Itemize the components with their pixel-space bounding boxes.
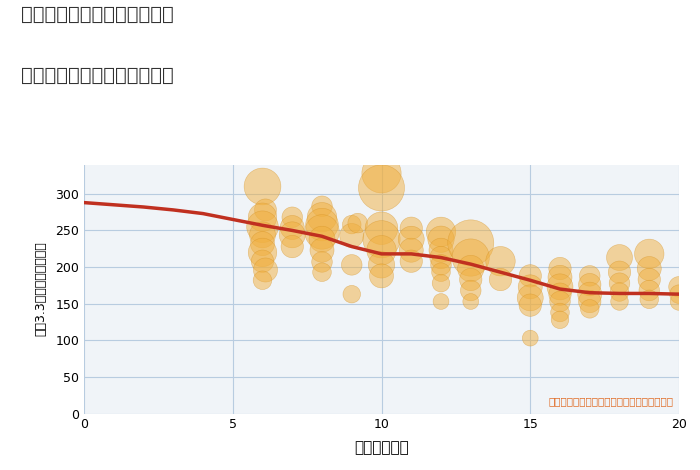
Point (257, 258, 268, 265)
Point (644, 265, 655, 272)
Point (614, 268, 625, 276)
Point (316, 235, 328, 243)
Point (525, 334, 536, 342)
Point (465, 287, 476, 294)
Point (465, 254, 476, 261)
Point (287, 231, 298, 239)
Point (465, 239, 476, 247)
Point (435, 261, 447, 269)
Point (406, 246, 417, 254)
Point (406, 258, 417, 265)
Point (435, 254, 447, 261)
Point (644, 250, 655, 258)
Text: 神奈川県横浜市中区新山下の: 神奈川県横浜市中区新山下の (21, 5, 174, 24)
Point (614, 280, 625, 287)
Point (584, 281, 595, 289)
Point (644, 287, 655, 294)
Point (376, 235, 387, 243)
Point (316, 246, 328, 254)
Point (673, 290, 685, 298)
Point (584, 272, 595, 280)
Point (257, 231, 268, 239)
Point (435, 280, 447, 287)
Point (435, 298, 447, 306)
Point (435, 228, 447, 235)
Point (260, 266, 271, 274)
Point (257, 276, 268, 284)
Point (435, 268, 447, 276)
Point (376, 272, 387, 280)
Point (346, 290, 357, 298)
Text: 駅距離別中古マンション価格: 駅距離別中古マンション価格 (21, 66, 174, 85)
Point (257, 240, 268, 247)
Point (406, 235, 417, 243)
Point (644, 296, 655, 303)
Point (614, 254, 625, 261)
Point (525, 272, 536, 280)
Point (346, 221, 357, 228)
Point (257, 183, 268, 190)
Point (673, 283, 685, 290)
Point (316, 203, 328, 210)
Point (584, 305, 595, 313)
Point (673, 298, 685, 306)
Point (554, 265, 566, 272)
Point (316, 258, 328, 266)
Point (260, 206, 271, 214)
Point (376, 261, 387, 269)
Point (346, 261, 357, 269)
Point (287, 243, 298, 251)
Point (465, 265, 476, 272)
Point (525, 283, 536, 290)
Point (614, 298, 625, 306)
X-axis label: 駅距離（分）: 駅距離（分） (354, 440, 409, 455)
Point (257, 213, 268, 221)
Point (644, 276, 655, 283)
Point (257, 249, 268, 256)
Point (316, 213, 328, 221)
Point (554, 274, 566, 281)
Point (525, 301, 536, 309)
Point (257, 223, 268, 230)
Point (346, 232, 357, 239)
Point (584, 290, 595, 298)
Point (554, 316, 566, 323)
Point (554, 298, 566, 306)
Point (352, 219, 363, 227)
Point (584, 298, 595, 306)
Point (435, 246, 447, 254)
Point (554, 309, 566, 316)
Point (554, 283, 566, 290)
Point (465, 276, 476, 283)
Point (465, 298, 476, 306)
Point (376, 170, 387, 177)
Point (316, 268, 328, 276)
Point (525, 294, 536, 302)
Text: 円の大きさは、取引のあった物件面積を示す: 円の大きさは、取引のあった物件面積を示す (548, 396, 673, 406)
Point (435, 235, 447, 243)
Point (495, 258, 506, 265)
Point (376, 184, 387, 192)
Point (316, 228, 328, 235)
Point (376, 246, 387, 254)
Point (287, 213, 298, 221)
Point (406, 225, 417, 232)
Point (287, 224, 298, 231)
Point (554, 290, 566, 298)
Point (614, 288, 625, 296)
Point (316, 221, 328, 228)
Point (495, 276, 506, 283)
Y-axis label: 坪（3.3㎡）単価（万円）: 坪（3.3㎡）単価（万円） (34, 242, 47, 337)
Point (376, 225, 387, 232)
